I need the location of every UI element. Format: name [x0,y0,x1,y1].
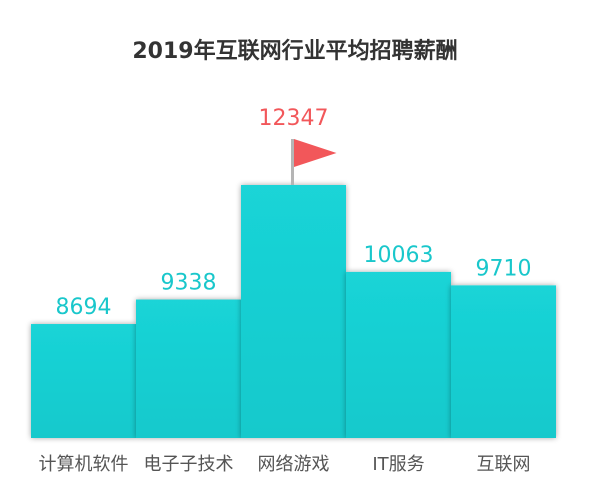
value-label-4: 9710 [476,256,532,281]
bar-4 [451,285,556,438]
category-label-3: IT服务 [372,454,424,475]
category-label-4: 互联网 [477,454,531,475]
category-label-2: 网络游戏 [258,454,330,475]
chart-title: 2019年互联网行业平均招聘薪酬 [132,38,457,64]
bar-0 [31,324,136,438]
category-label-0: 计算机软件 [39,454,129,475]
flag-icon [294,139,337,167]
category-labels-layer: 计算机软件 电子子技术 网络游戏 IT服务 互联网 [39,454,531,475]
flag-pole [291,139,294,185]
bar-2 [241,185,346,438]
bar-3 [346,271,451,438]
bars-layer [31,185,556,438]
value-labels-layer: 8694 9338 12347 10063 9710 [56,106,532,320]
category-label-1: 电子子技术 [144,454,234,475]
value-label-0: 8694 [56,295,112,320]
flag-layer [291,139,337,185]
value-label-3: 10063 [364,243,434,268]
bar-1 [136,299,241,438]
value-label-1: 9338 [161,271,217,296]
value-label-2: 12347 [259,106,329,131]
